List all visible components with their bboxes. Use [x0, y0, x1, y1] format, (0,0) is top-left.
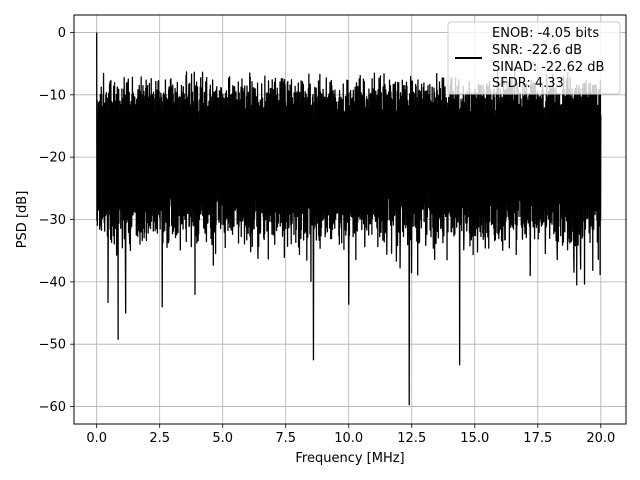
legend: ENOB: -4.05 bits SNR: -22.6 dB SINAD: -2…	[447, 21, 621, 95]
y-axis-label: PSD [dB]	[15, 191, 30, 249]
x-tick-label: 2.5	[149, 431, 170, 446]
psd-series	[96, 32, 602, 406]
y-tick-label: −10	[39, 88, 66, 103]
legend-entry-sinad: SINAD: -22.62 dB	[492, 60, 604, 75]
legend-entry-sfdr: SFDR: 4.33	[492, 76, 564, 91]
x-tick-label: 10.0	[334, 431, 363, 446]
x-tick-label: 0.0	[86, 431, 107, 446]
x-axis-ticks: 0.0 2.5 5.0 7.5 10.0 12.5 15.0 17.5 20.0	[86, 424, 615, 446]
legend-entry-enob: ENOB: -4.05 bits	[492, 26, 599, 41]
legend-box	[447, 21, 621, 95]
x-tick-label: 5.0	[212, 431, 233, 446]
y-tick-label: 0	[58, 26, 66, 41]
legend-entry-snr: SNR: -22.6 dB	[492, 43, 582, 58]
x-tick-label: 7.5	[275, 431, 296, 446]
x-tick-label: 17.5	[523, 431, 552, 446]
y-tick-label: −60	[39, 400, 66, 415]
psd-line	[96, 32, 602, 406]
y-axis-ticks: 0 −10 −20 −30 −40 −50 −60	[39, 26, 74, 415]
x-tick-label: 20.0	[586, 431, 615, 446]
x-axis-label: Frequency [MHz]	[295, 451, 404, 466]
y-tick-label: −20	[39, 151, 66, 166]
x-tick-label: 15.0	[460, 431, 489, 446]
y-tick-label: −40	[39, 275, 66, 290]
y-tick-label: −50	[39, 338, 66, 353]
y-tick-label: −30	[39, 213, 66, 228]
x-tick-label: 12.5	[397, 431, 426, 446]
